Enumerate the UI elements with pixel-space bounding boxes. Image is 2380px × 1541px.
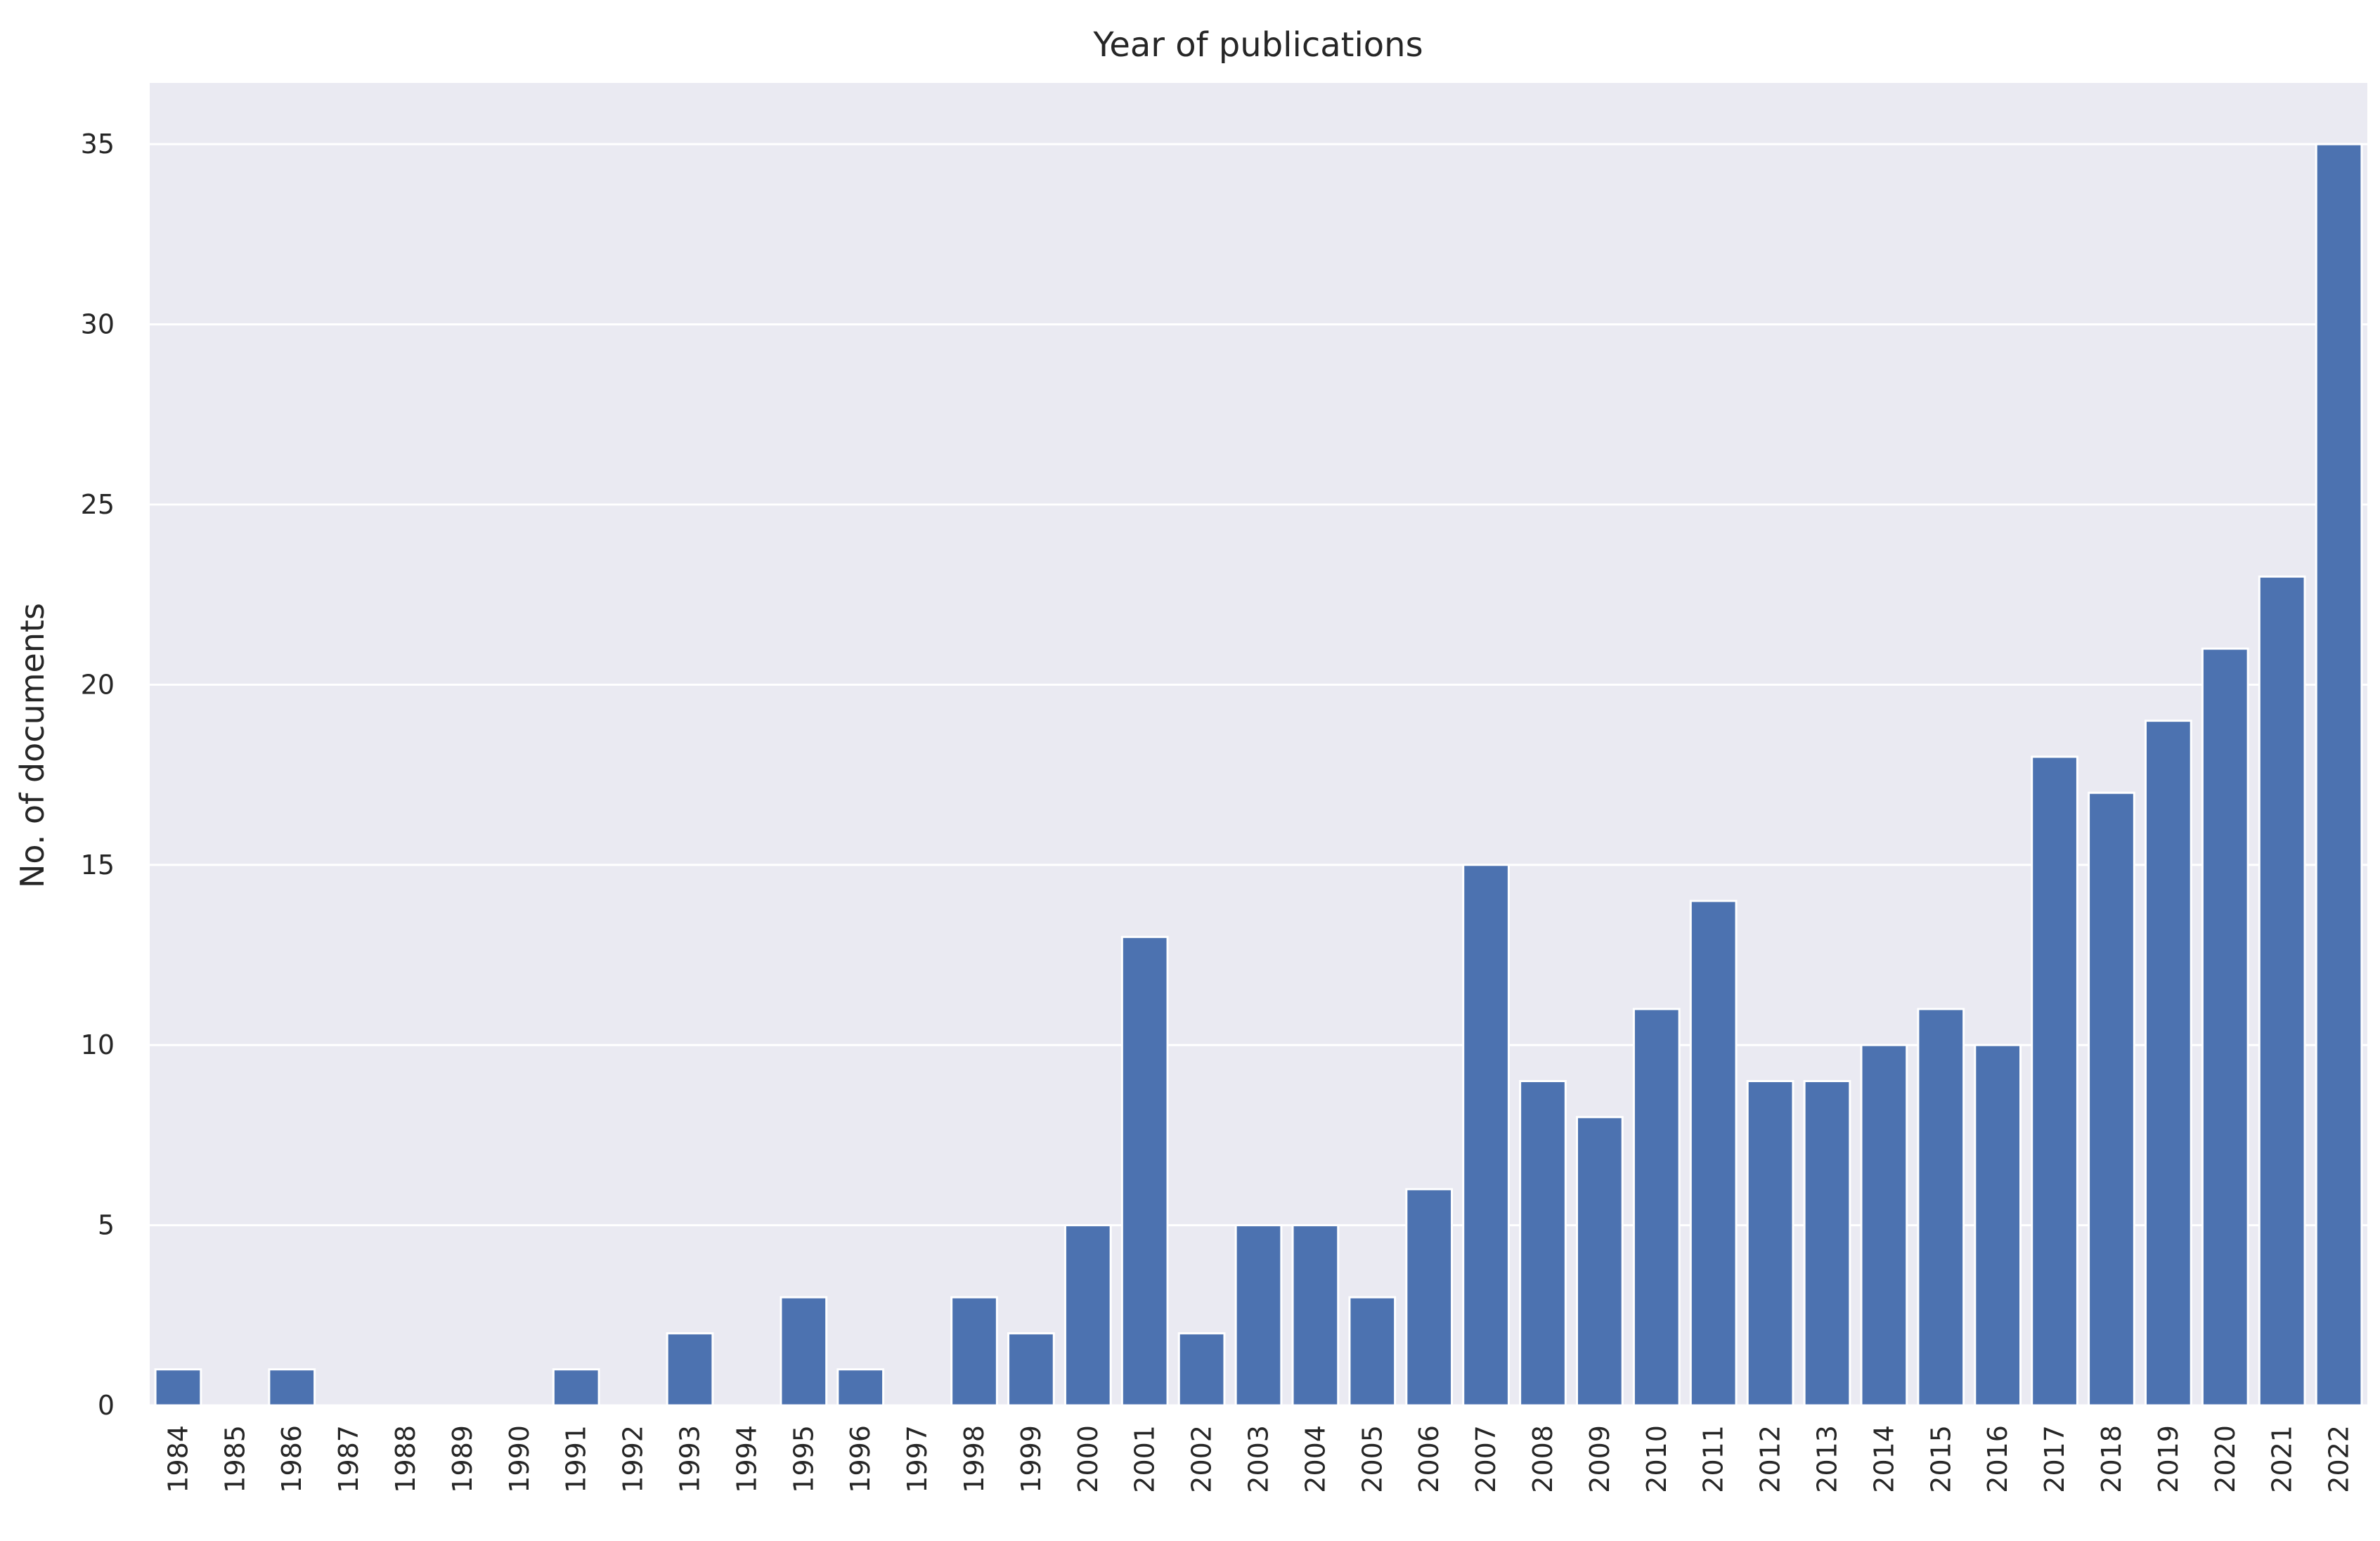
x-tick-label: 2004 (1300, 1425, 1331, 1493)
x-tick-label: 1995 (788, 1425, 819, 1493)
bar-2019 (2145, 720, 2192, 1407)
bar-2017 (2031, 755, 2078, 1407)
y-axis-label: No. of documents (13, 603, 51, 888)
x-tick-label: 1990 (504, 1425, 535, 1493)
x-tick-label: 2018 (2096, 1425, 2127, 1493)
x-tick-label: 1998 (959, 1425, 990, 1493)
bar-1984 (154, 1368, 202, 1407)
bar-2009 (1576, 1116, 1624, 1407)
bar-1995 (780, 1296, 828, 1407)
x-tick-label: 2016 (1982, 1425, 2013, 1493)
y-tick-label: 15 (81, 850, 115, 880)
x-tick-label: 2011 (1698, 1425, 1729, 1493)
bar-2007 (1462, 864, 1510, 1407)
y-tick-label: 0 (98, 1390, 115, 1421)
y-tick-label: 20 (81, 669, 115, 700)
x-tick-label: 1986 (276, 1425, 307, 1493)
x-tick-label: 1985 (219, 1425, 250, 1493)
bar-2003 (1234, 1224, 1283, 1407)
bar-1986 (268, 1368, 316, 1407)
bar-2012 (1746, 1079, 1794, 1407)
bar-2011 (1689, 899, 1738, 1407)
bar-2016 (1974, 1043, 2022, 1407)
bar-2015 (1917, 1008, 1965, 1407)
bar-2010 (1632, 1008, 1681, 1407)
x-tick-label: 1991 (561, 1425, 592, 1493)
x-tick-label: 1988 (390, 1425, 421, 1493)
bar-2013 (1803, 1079, 1851, 1407)
bar-2018 (2088, 791, 2135, 1407)
x-tick-label: 2007 (1470, 1425, 1501, 1493)
x-tick-label: 2010 (1641, 1425, 1672, 1493)
x-tick-label: 2005 (1357, 1425, 1388, 1493)
bar-2020 (2201, 647, 2249, 1407)
x-tick-label: 2015 (1925, 1425, 1956, 1493)
y-tick-label: 10 (81, 1029, 115, 1060)
x-tick-label: 1987 (333, 1425, 364, 1493)
y-tick-label: 5 (98, 1210, 115, 1241)
bar-2014 (1860, 1043, 1908, 1407)
x-tick-label: 2013 (1811, 1425, 1842, 1493)
x-tick-label: 2020 (2210, 1425, 2241, 1493)
x-tick-label: 2014 (1868, 1425, 1899, 1493)
bar-2000 (1063, 1224, 1112, 1407)
x-tick-label: 1997 (902, 1425, 933, 1493)
x-tick-label: 1994 (731, 1425, 762, 1493)
x-tick-label: 1992 (618, 1425, 649, 1493)
x-tick-label: 2021 (2267, 1425, 2298, 1493)
bar-2002 (1177, 1332, 1226, 1407)
x-tick-label: 1996 (845, 1425, 876, 1493)
bar-2022 (2315, 143, 2363, 1407)
bar-2005 (1348, 1296, 1397, 1407)
bar-2001 (1120, 935, 1169, 1407)
bar-2004 (1291, 1224, 1340, 1407)
x-tick-label: 2017 (2039, 1425, 2070, 1493)
x-tick-label: 2001 (1130, 1425, 1160, 1493)
x-tick-label: 1989 (447, 1425, 478, 1493)
bar-2008 (1519, 1079, 1567, 1407)
x-tick-label: 2003 (1243, 1425, 1274, 1493)
y-tick-label: 35 (81, 129, 115, 160)
x-tick-label: 1984 (162, 1425, 193, 1493)
bars (154, 143, 2363, 1407)
bar-1993 (666, 1332, 714, 1407)
y-tick-label: 25 (81, 489, 115, 520)
bar-1998 (950, 1296, 998, 1407)
bar-1996 (836, 1368, 885, 1407)
bar-2021 (2258, 576, 2306, 1407)
x-tick-label: 2000 (1073, 1425, 1104, 1493)
x-tick-label: 1993 (675, 1425, 706, 1493)
x-tick-label: 2012 (1755, 1425, 1786, 1493)
y-axis-ticks: 0 5 10 15 20 25 30 35 (81, 129, 115, 1421)
x-tick-label: 2009 (1584, 1425, 1615, 1493)
bar-1991 (552, 1368, 600, 1407)
bar-2006 (1405, 1188, 1454, 1407)
x-tick-label: 2006 (1414, 1425, 1444, 1493)
x-tick-label: 2019 (2153, 1425, 2184, 1493)
bar-1999 (1007, 1332, 1055, 1407)
x-axis-ticks: 1984 1985 1986 1987 1988 1989 1990 1991 1992 1993… (162, 1425, 2354, 1493)
x-tick-label: 2022 (2324, 1425, 2355, 1493)
chart-title: Year of publications (1092, 25, 1423, 65)
x-tick-label: 1999 (1016, 1425, 1047, 1493)
x-tick-label: 2008 (1527, 1425, 1558, 1493)
y-tick-label: 30 (81, 309, 115, 340)
x-tick-label: 2002 (1186, 1425, 1217, 1493)
